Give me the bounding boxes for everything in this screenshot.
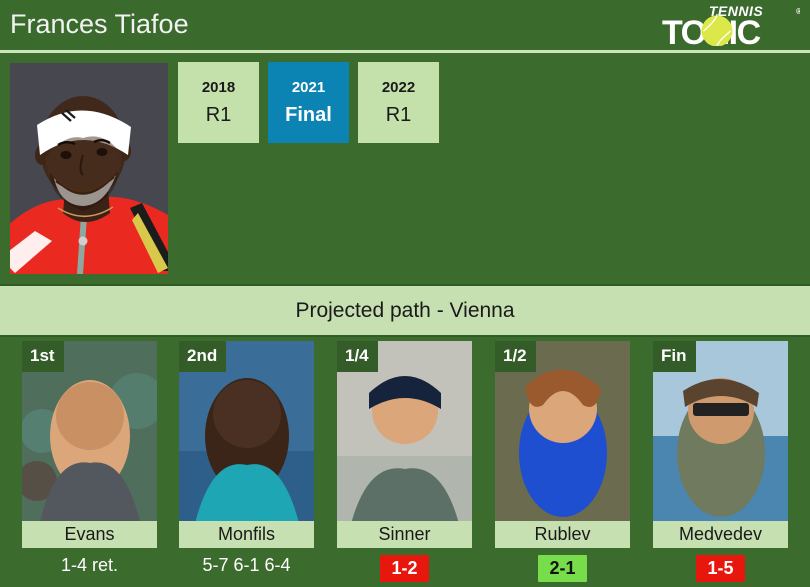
svg-text:®: ®: [796, 7, 800, 16]
